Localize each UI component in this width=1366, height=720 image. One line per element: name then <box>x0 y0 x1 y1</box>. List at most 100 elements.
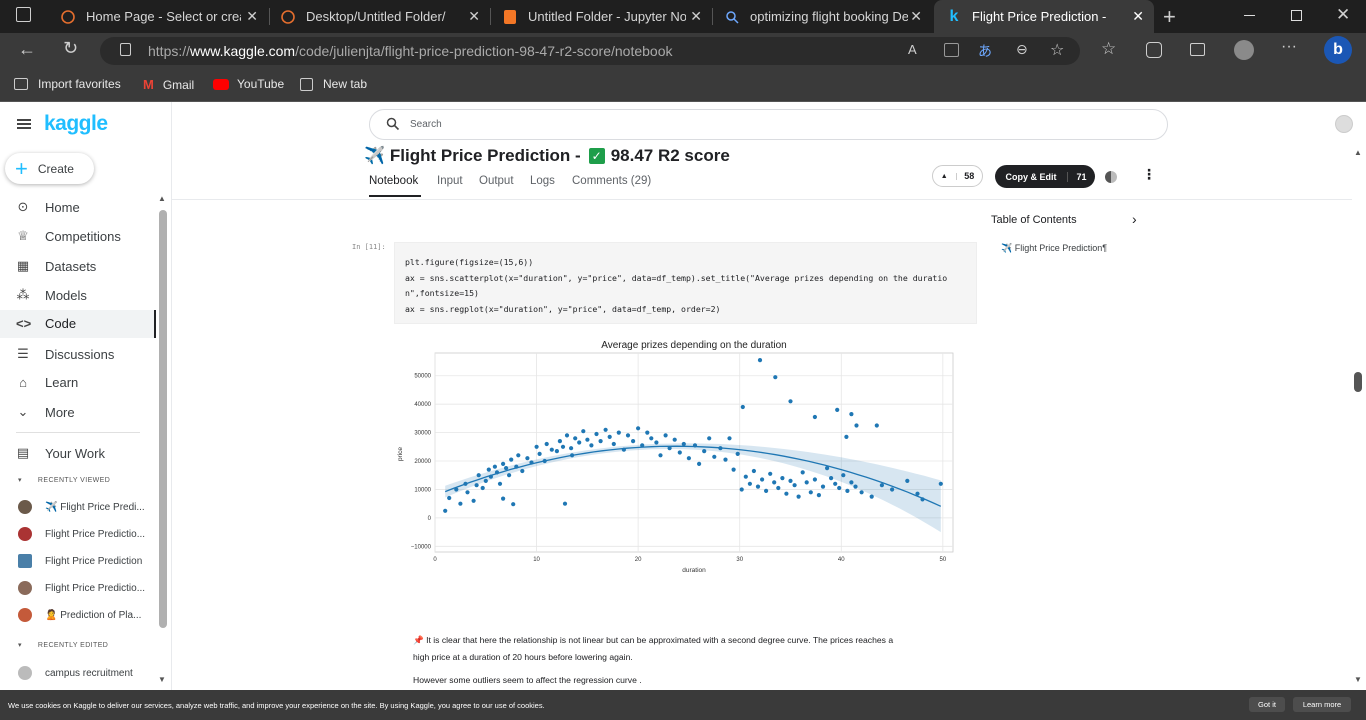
refresh-icon[interactable]: ↻ <box>63 38 79 58</box>
tab-flight-price-prediction[interactable]: k Flight Price Prediction - ✕ <box>934 0 1154 33</box>
tab-output[interactable]: Output <box>479 175 514 187</box>
got-it-button[interactable]: Got it <box>1249 697 1285 712</box>
avatar <box>18 666 32 680</box>
nav-code[interactable]: <> Code <box>16 316 76 331</box>
collections-icon[interactable] <box>1146 42 1162 58</box>
code-cell[interactable]: plt.figure(figsize=(15,6)) ax = sns.scat… <box>394 242 977 324</box>
favorite-import[interactable]: Import favorites <box>14 77 121 91</box>
data-point <box>649 436 654 441</box>
nav-more[interactable]: ⌄ More <box>16 404 75 420</box>
nav-datasets[interactable]: ▦ Datasets <box>16 258 96 274</box>
back-icon[interactable]: ← <box>18 39 36 59</box>
tab-logs[interactable]: Logs <box>530 175 555 187</box>
app-available-icon[interactable] <box>944 43 959 57</box>
data-point <box>853 484 858 489</box>
read-aloud-icon[interactable]: A <box>908 42 917 57</box>
create-button[interactable]: + Create <box>5 153 94 184</box>
data-point <box>667 446 672 451</box>
favorite-youtube[interactable]: YouTube <box>213 77 284 91</box>
close-tab-icon[interactable]: ✕ <box>1132 8 1144 24</box>
translate-icon[interactable]: あ <box>978 43 992 59</box>
nav-home[interactable]: ⊙ Home <box>16 199 80 215</box>
recently-edited-header[interactable]: ▾ RECENTLY EDITED <box>18 641 109 650</box>
split-screen-icon[interactable] <box>1190 43 1205 56</box>
recent-item[interactable]: 🙎 Prediction of Pla... <box>18 608 141 622</box>
tab-title: Flight Price Prediction - <box>972 9 1107 24</box>
kaggle-logo[interactable]: kaggle <box>44 112 108 135</box>
tab-title: Home Page - Select or create <box>86 9 241 24</box>
hamburger-menu-icon[interactable] <box>17 119 31 129</box>
tab-jupyter-notebook[interactable]: Untitled Folder - Jupyter Note ✕ <box>490 0 712 33</box>
nav-discussions[interactable]: ☰ Discussions <box>16 346 114 362</box>
copy-edit-button[interactable]: Copy & Edit 71 <box>995 165 1095 188</box>
favorites-icon[interactable]: ☆ <box>1101 39 1117 58</box>
new-tab-icon <box>300 77 313 91</box>
data-point <box>820 484 826 489</box>
scroll-up-icon[interactable]: ▲ <box>158 194 166 203</box>
tab-divider <box>712 8 713 25</box>
tab-kaggle-home[interactable]: Home Page - Select or create ✕ <box>50 0 268 33</box>
tab-search[interactable]: optimizing flight booking Dec ✕ <box>712 0 932 33</box>
data-point <box>443 508 448 513</box>
search-input[interactable]: Search <box>369 109 1168 140</box>
recent-item[interactable]: Flight Price Prediction <box>18 554 142 568</box>
close-window-icon[interactable]: ✕ <box>1336 5 1351 24</box>
learn-more-button[interactable]: Learn more <box>1293 697 1351 712</box>
page-scrollbar-thumb[interactable] <box>1354 372 1362 392</box>
data-point <box>507 473 512 478</box>
tab-input[interactable]: Input <box>437 175 463 187</box>
recent-item[interactable]: Flight Price Predictio... <box>18 581 145 595</box>
nav-competitions[interactable]: ♕ Competitions <box>16 228 121 244</box>
browser-toolbar: ← ↻ https://www.kaggle.com/code/julienjt… <box>0 33 1366 69</box>
theme-toggle-icon[interactable] <box>1105 171 1117 183</box>
scroll-down-icon[interactable]: ▼ <box>1354 675 1362 684</box>
profile-avatar[interactable] <box>1234 40 1254 60</box>
upvote-icon: ▲ <box>933 172 957 180</box>
tab-desktop-folder[interactable]: Desktop/Untitled Folder/ ✕ <box>270 0 490 33</box>
close-tab-icon[interactable]: ✕ <box>690 8 702 24</box>
favorite-gmail[interactable]: M Gmail <box>143 77 194 92</box>
data-point <box>723 457 728 462</box>
upvote-button[interactable]: ▲ 58 <box>932 165 983 187</box>
data-point <box>562 501 568 506</box>
user-avatar[interactable] <box>1335 115 1353 133</box>
y-axis-label: price <box>397 447 404 461</box>
sidebar-scrollbar[interactable] <box>159 210 167 628</box>
zoom-icon[interactable]: ⊖ <box>1016 41 1028 57</box>
restore-icon[interactable] <box>1291 10 1302 21</box>
minimize-icon[interactable] <box>1244 15 1255 16</box>
address-bar[interactable]: https://www.kaggle.com/code/julienjta/fl… <box>100 37 1080 65</box>
nav-models[interactable]: ⁂ Models <box>16 287 87 303</box>
nav-learn[interactable]: ⌂ Learn <box>16 375 78 390</box>
recent-item[interactable]: Flight Price Predictio... <box>18 527 145 541</box>
favorite-new-tab[interactable]: New tab <box>300 77 367 91</box>
data-point <box>631 439 636 444</box>
data-point <box>486 467 491 472</box>
recent-item[interactable]: campus recruitment <box>18 666 133 680</box>
data-point <box>520 468 525 474</box>
scroll-up-icon[interactable]: ▲ <box>1354 148 1362 157</box>
new-tab-button[interactable]: + <box>1163 4 1176 29</box>
more-options-icon[interactable]: ··· <box>1281 38 1297 55</box>
recent-item[interactable]: ✈️ Flight Price Predi... <box>18 500 145 514</box>
scroll-down-icon[interactable]: ▼ <box>158 675 166 684</box>
nav-your-work[interactable]: ▤ Your Work <box>16 445 105 461</box>
tab-comments[interactable]: Comments (29) <box>572 175 652 187</box>
favorite-star-icon[interactable]: ☆ <box>1050 42 1065 59</box>
close-tab-icon[interactable]: ✕ <box>468 8 480 24</box>
bing-chat-icon[interactable]: b <box>1324 36 1352 64</box>
section-label: RECENTLY EDITED <box>37 641 109 649</box>
toc-item[interactable]: ✈️ Flight Price Prediction¶ <box>1001 243 1108 253</box>
data-point <box>735 451 740 456</box>
kebab-menu-icon[interactable]: ⋮ <box>1142 166 1156 182</box>
workspaces-icon[interactable] <box>16 7 31 22</box>
recent-label: Flight Price Predictio... <box>45 528 146 540</box>
close-tab-icon[interactable]: ✕ <box>246 8 258 24</box>
close-tab-icon[interactable]: ✕ <box>910 8 922 24</box>
models-icon: ⁂ <box>16 287 30 302</box>
data-point <box>607 434 612 439</box>
tab-notebook[interactable]: Notebook <box>369 175 419 187</box>
recently-viewed-header[interactable]: ▾ RECENTLY VIEWED <box>18 476 110 485</box>
toc-chevron-icon[interactable]: › <box>1132 211 1137 227</box>
data-point <box>581 429 586 434</box>
